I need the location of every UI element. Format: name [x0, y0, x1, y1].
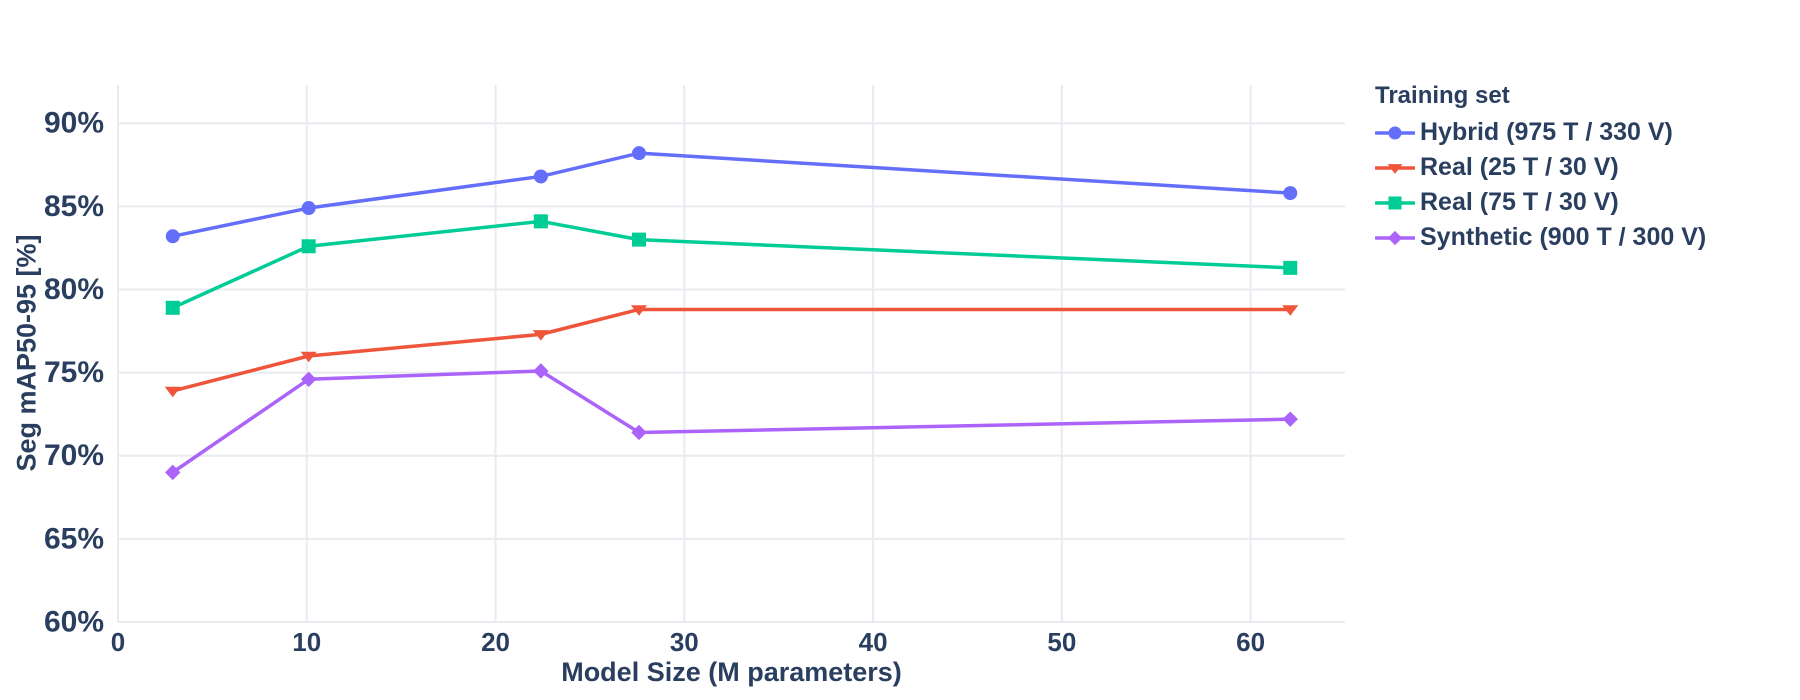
marker [1283, 186, 1298, 201]
y-tick-label: 85% [44, 190, 104, 223]
marker [1388, 126, 1402, 139]
marker [300, 351, 317, 363]
legend: Training set Hybrid (975 T / 330 V) Real… [1375, 82, 1706, 255]
series-line [170, 151, 1293, 239]
x-tick-label: 0 [111, 627, 125, 657]
series-1 [164, 305, 1299, 398]
marker [1282, 305, 1299, 316]
marker [632, 146, 647, 161]
legend-swatch-real-75-icon [1375, 196, 1415, 209]
tick-labels: 60% 65% 70% 75% 80% 85% 90% 0 10 20 30 40 50 60 [44, 107, 1265, 657]
marker [632, 232, 647, 247]
legend-item-synthetic[interactable]: Synthetic (900 T / 300 V) [1375, 220, 1706, 255]
marker [1387, 230, 1403, 245]
marker [301, 201, 316, 216]
legend-item-label: Synthetic (900 T / 300 V) [1420, 223, 1707, 251]
legend-item-label: Real (75 T / 30 V) [1420, 188, 1619, 216]
legend-swatch-synthetic-icon [1375, 230, 1415, 245]
y-tick-label: 90% [44, 107, 104, 140]
legend-item-label: Real (25 T / 30 V) [1420, 153, 1619, 181]
x-tick-label: 30 [670, 627, 699, 657]
series-3 [165, 363, 1298, 481]
legend-item-label: Hybrid (975 T / 330 V) [1420, 118, 1673, 146]
y-tick-label: 60% [44, 606, 104, 639]
marker [1387, 163, 1403, 174]
legend-item-hybrid[interactable]: Hybrid (975 T / 330 V) [1375, 115, 1706, 150]
marker [533, 169, 548, 184]
marker [630, 305, 648, 316]
legend-swatch-hybrid-icon [1375, 126, 1415, 139]
y-tick-label: 65% [44, 522, 104, 555]
x-tick-label: 60 [1236, 627, 1265, 657]
marker [1283, 260, 1298, 275]
x-tick-label: 10 [292, 627, 321, 657]
series-2 [165, 214, 1298, 315]
legend-swatch-real-25-icon [1375, 163, 1415, 174]
x-tick-label: 50 [1047, 627, 1076, 657]
legend-title: Training set [1375, 82, 1510, 109]
legend-item-real-25[interactable]: Real (25 T / 30 V) [1375, 150, 1706, 185]
marker [164, 386, 181, 398]
y-tick-label: 80% [44, 273, 104, 306]
marker [1388, 196, 1402, 209]
y-tick-label: 75% [44, 356, 104, 389]
marker [165, 464, 181, 481]
x-axis-title: Model Size (M parameters) [561, 657, 902, 687]
marker [1282, 411, 1298, 427]
marker [165, 300, 180, 315]
marker [533, 363, 549, 379]
marker [533, 214, 548, 229]
series-line [170, 219, 1293, 310]
series-0 [165, 146, 1298, 244]
y-tick-label: 70% [44, 439, 104, 472]
gridlines [117, 85, 1345, 623]
x-tick-label: 40 [859, 627, 888, 657]
y-axis-title: Seg mAP50-95 [%] [11, 234, 42, 472]
marker [300, 371, 317, 387]
marker [165, 229, 180, 244]
x-tick-label: 20 [481, 627, 510, 657]
marker [631, 424, 647, 441]
marker [301, 239, 316, 254]
legend-item-real-75[interactable]: Real (75 T / 30 V) [1375, 185, 1706, 220]
marker [532, 330, 549, 341]
series-line [170, 369, 1293, 475]
